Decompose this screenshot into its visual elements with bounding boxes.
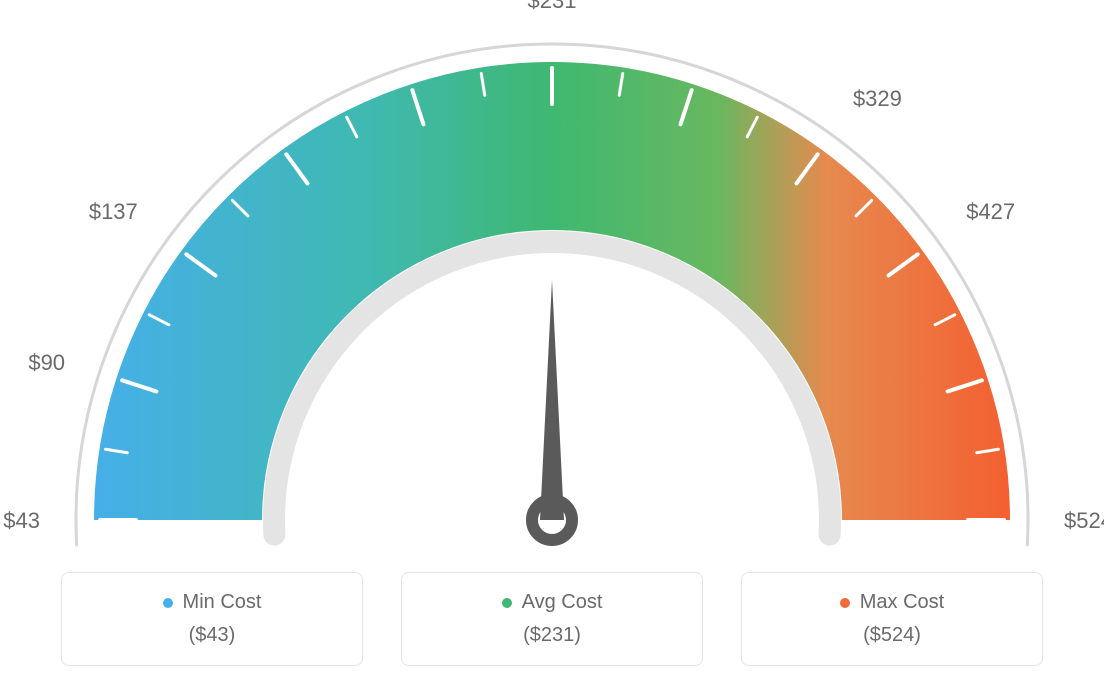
legend-label-avg: Avg Cost	[522, 591, 603, 614]
legend-value-avg: ($231)	[523, 624, 581, 647]
legend-dot-avg	[502, 598, 512, 608]
gauge-tick-label: $329	[853, 86, 902, 111]
legend-title-avg: Avg Cost	[502, 591, 603, 614]
legend-row: Min Cost ($43) Avg Cost ($231) Max Cost …	[0, 572, 1104, 666]
legend-title-max: Max Cost	[840, 591, 944, 614]
gauge-chart-container: $43 $90 $137 $231 $329 $427 $524 Min Cost ($43…	[0, 0, 1104, 690]
legend-card-min: Min Cost ($43)	[61, 572, 363, 666]
legend-dot-min	[163, 598, 173, 608]
gauge-tick-label: $137	[89, 199, 138, 224]
legend-label-max: Max Cost	[860, 591, 944, 614]
gauge-tick-label: $231	[528, 0, 577, 13]
gauge-tick-label: $427	[966, 199, 1015, 224]
legend-value-max: ($524)	[863, 624, 921, 647]
legend-card-max: Max Cost ($524)	[741, 572, 1043, 666]
legend-title-min: Min Cost	[163, 591, 262, 614]
legend-card-avg: Avg Cost ($231)	[401, 572, 703, 666]
gauge-tick-label: $524	[1064, 508, 1104, 533]
gauge-tick-label: $90	[28, 350, 65, 375]
gauge-tick-label: $43	[3, 508, 40, 533]
legend-label-min: Min Cost	[183, 591, 262, 614]
gauge-svg: $43 $90 $137 $231 $329 $427 $524	[0, 0, 1104, 560]
legend-value-min: ($43)	[189, 624, 236, 647]
legend-dot-max	[840, 598, 850, 608]
